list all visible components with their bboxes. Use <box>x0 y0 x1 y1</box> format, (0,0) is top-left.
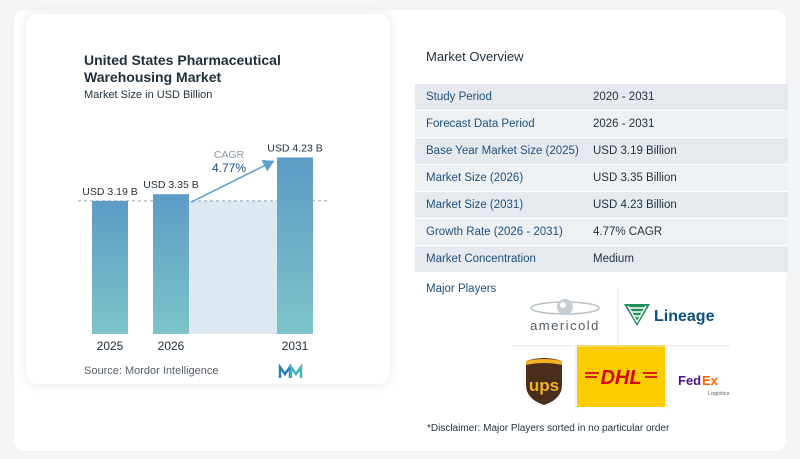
overview-value: Medium <box>593 253 634 265</box>
overview-label: Forecast Data Period <box>426 118 535 130</box>
overview-table: Study Period 2020 - 2031 Forecast Data P… <box>415 84 788 273</box>
svg-text:DHL: DHL <box>600 367 641 389</box>
cagr-label: CAGR <box>214 149 245 161</box>
overview-value: 4.77% CAGR <box>593 226 663 238</box>
svg-text:americold: americold <box>530 318 600 333</box>
overview-row: Market Size (2026) USD 3.35 Billion <box>415 165 788 192</box>
overview-row: Growth Rate (2026 - 2031) 4.77% CAGR <box>415 219 788 246</box>
overview-label: Base Year Market Size (2025) <box>426 145 579 157</box>
x-tick-label-2025: 2025 <box>97 339 124 353</box>
bar-2031 <box>277 157 313 334</box>
source-note: Source: Mordor Intelligence <box>84 365 219 377</box>
x-tick-label-2031: 2031 <box>282 339 309 353</box>
forecast-region <box>189 200 277 334</box>
mordor-intelligence-logo-icon <box>278 364 303 378</box>
overview-row: Market Concentration Medium <box>415 246 788 273</box>
overview-value: 2020 - 2031 <box>593 91 655 103</box>
data-label-2025: USD 3.19 B <box>82 186 137 198</box>
disclaimer: *Disclaimer: Major Players sorted in no … <box>427 423 670 434</box>
overview-value: USD 3.35 Billion <box>593 172 677 184</box>
americold-logo: americold <box>530 299 600 333</box>
overview-row: Market Size (2031) USD 4.23 Billion <box>415 192 788 219</box>
overview-label: Growth Rate (2026 - 2031) <box>426 226 563 238</box>
bar-2026 <box>153 194 189 334</box>
chart-subtitle: Market Size in USD Billion <box>84 89 213 101</box>
svg-text:Fed: Fed <box>678 373 701 388</box>
bar-2025 <box>92 200 128 334</box>
overview-label: Study Period <box>426 91 492 103</box>
overview-label: Market Size (2026) <box>426 172 524 184</box>
svg-text:ups: ups <box>529 376 559 395</box>
overview-label: Market Concentration <box>426 253 536 265</box>
major-players-label: Major Players <box>426 283 497 295</box>
cagr-arrow <box>190 159 275 203</box>
svg-text:Lineage: Lineage <box>654 308 715 325</box>
fedex-logistics-logo: Fed Ex Logistics <box>678 373 730 397</box>
bar-chart: USD 3.19 B 2025 USD 3.35 B 2026 USD 4.23 B 20… <box>78 142 330 353</box>
data-label-2031: USD 4.23 B <box>267 142 322 154</box>
svg-text:Logistics: Logistics <box>708 391 730 397</box>
overview-label: Market Size (2031) <box>426 199 524 211</box>
svg-text:Ex: Ex <box>702 373 719 388</box>
logo-grid-dividers <box>512 289 730 409</box>
chart-title: United States Pharmaceutical Warehousing… <box>84 52 281 85</box>
overview-value: USD 3.19 Billion <box>593 145 677 157</box>
overview-title: Market Overview <box>426 49 524 64</box>
overview-row: Study Period 2020 - 2031 <box>415 84 788 111</box>
dhl-logo: DHL <box>577 345 665 407</box>
overview-value: USD 4.23 Billion <box>593 199 677 211</box>
overview-row: Base Year Market Size (2025) USD 3.19 Bi… <box>415 138 788 165</box>
lineage-logo: Lineage <box>624 304 715 326</box>
data-label-2026: USD 3.35 B <box>143 179 198 191</box>
cagr-value: 4.77% <box>212 161 246 175</box>
overview-value: 2026 - 2031 <box>593 118 655 130</box>
overview-row: Forecast Data Period 2026 - 2031 <box>415 111 788 138</box>
ups-logo: ups <box>526 358 562 405</box>
x-tick-label-2026: 2026 <box>158 339 185 353</box>
